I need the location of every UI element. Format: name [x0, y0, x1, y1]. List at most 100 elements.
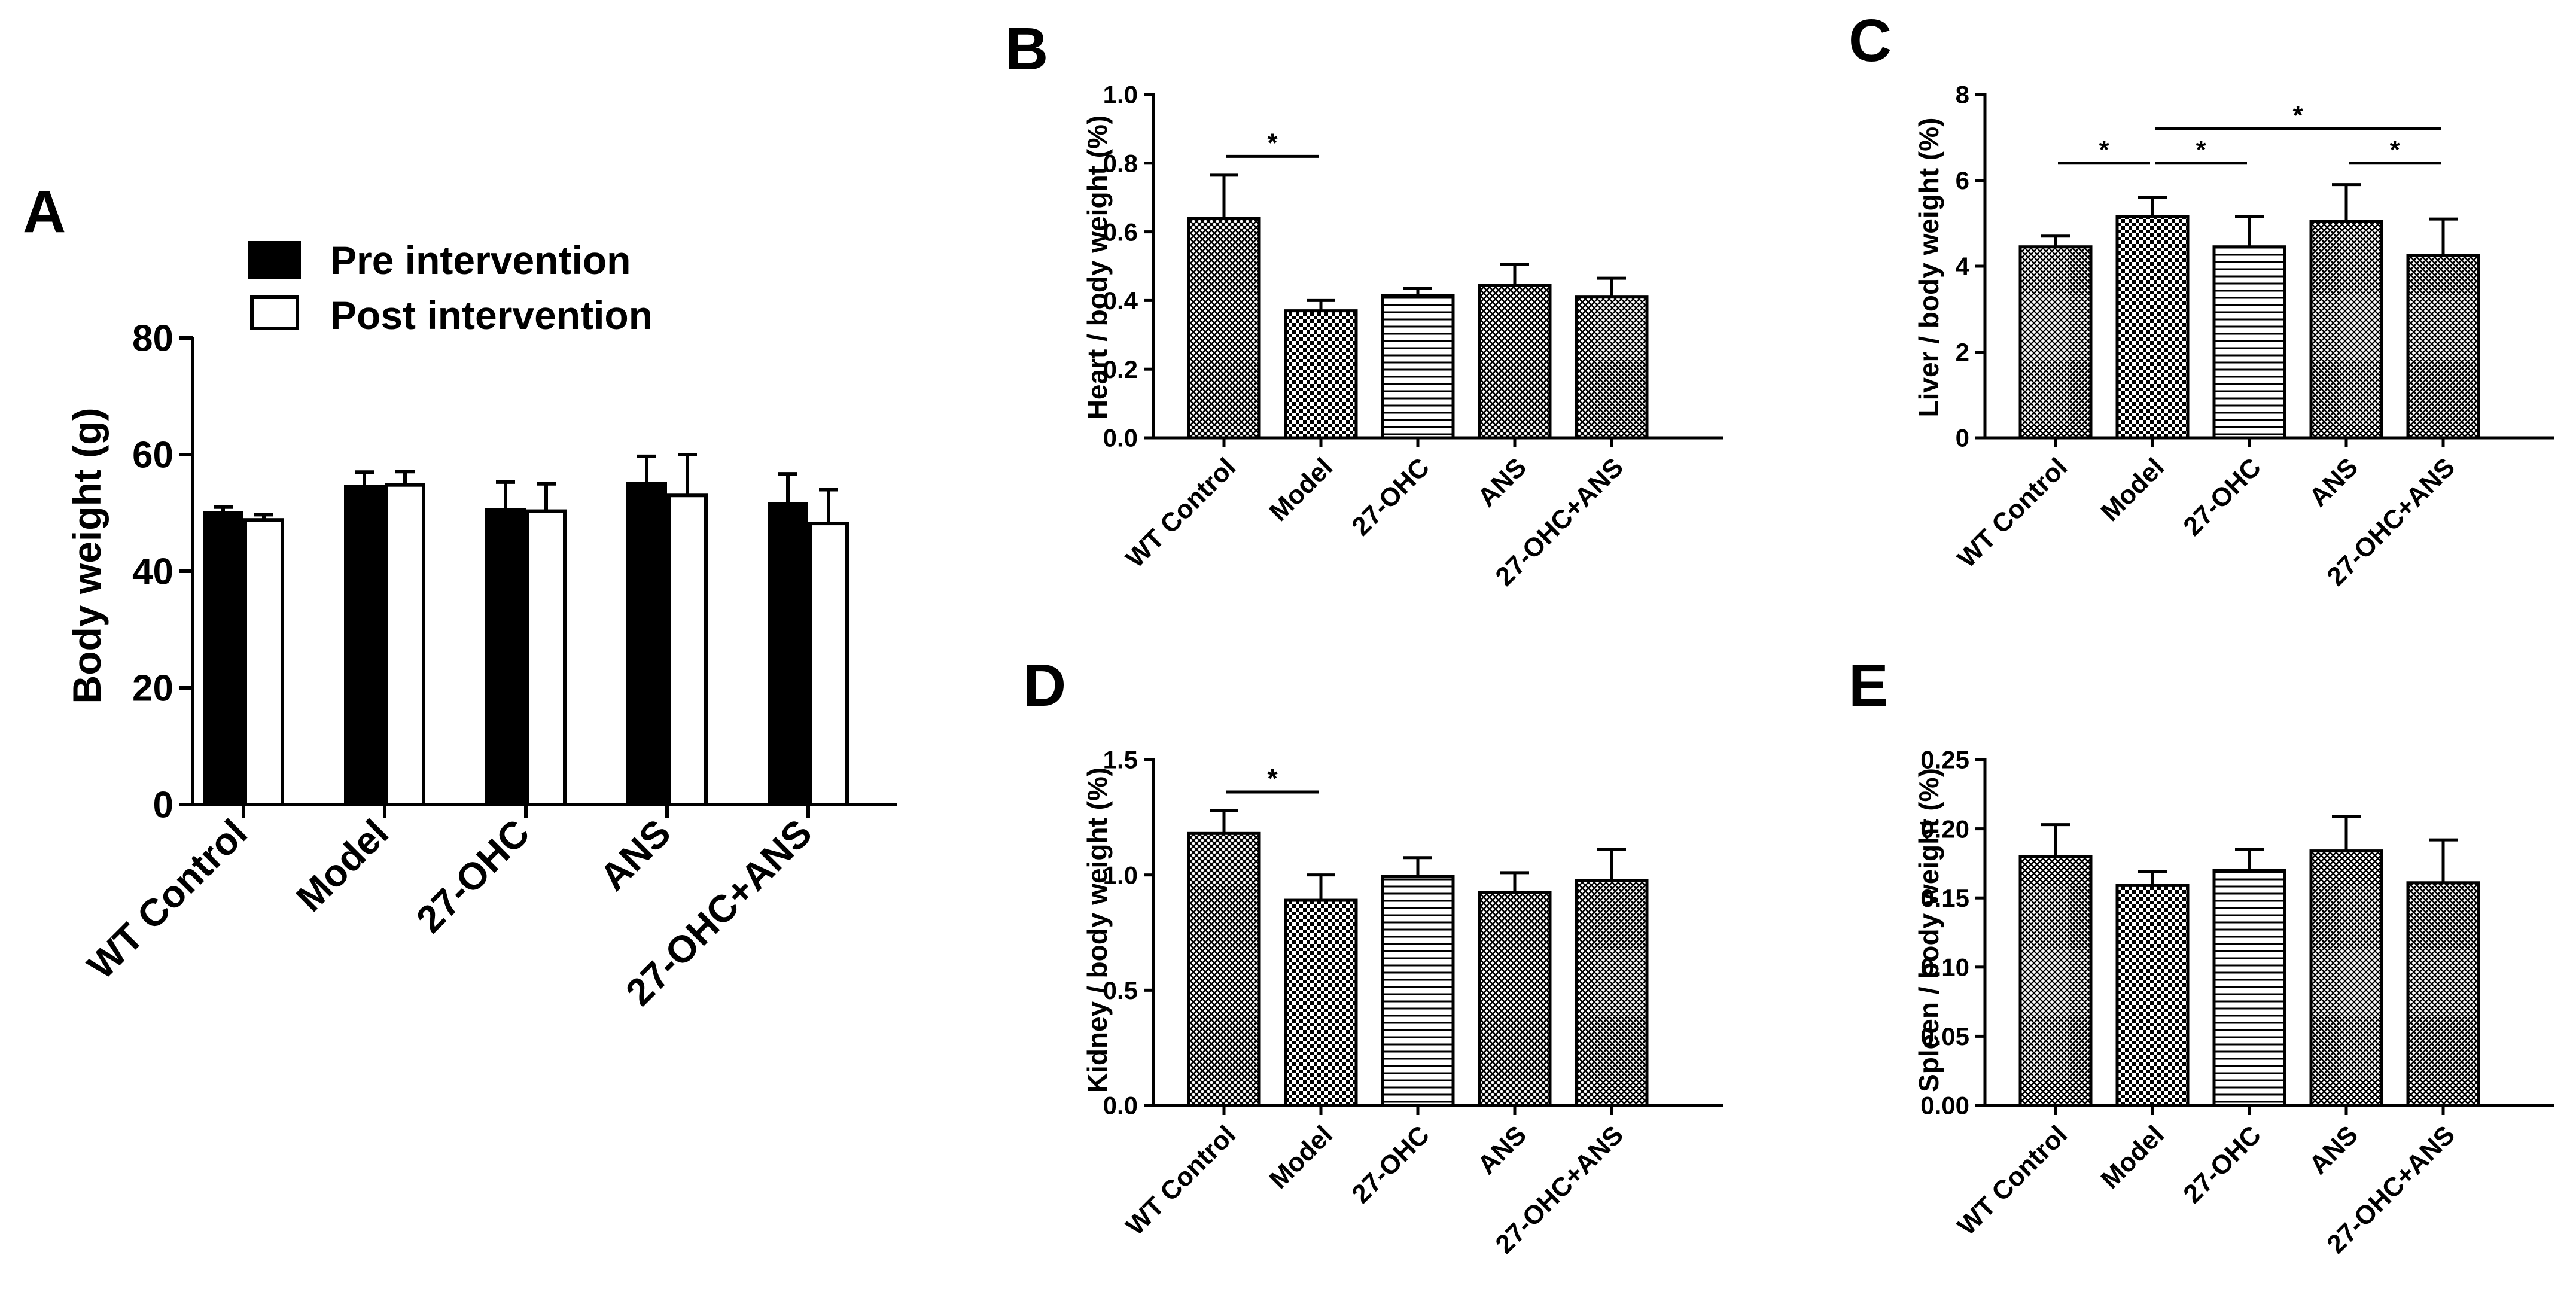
y-tick-label-e-4: 0.20 [1920, 815, 1969, 843]
y-tick-label-d-0: 0.0 [1103, 1092, 1138, 1120]
x-tick-label-d-1: Model [1264, 1120, 1339, 1195]
y-tick-label-d-3: 1.5 [1103, 746, 1138, 774]
panel-label-a: A [23, 178, 66, 245]
significance-star-c-1: * [2196, 135, 2206, 164]
bar-a-post-2 [526, 509, 567, 806]
bar-a-pre-2 [485, 508, 526, 806]
bar-c-2 [2212, 245, 2286, 440]
y-tick-label-c-1: 2 [1956, 338, 1969, 366]
y-tick-label-b-0: 0.0 [1103, 424, 1138, 452]
bar-b-2 [1381, 294, 1455, 440]
significance-star-d-0: * [1267, 764, 1278, 793]
y-tick-label-d-1: 0.5 [1103, 976, 1138, 1004]
plot-e: 0.00 0.05 0.10 0.15 0.20 0.25 WT Control Model 2… [1920, 746, 2554, 1259]
bar-a-post-1 [385, 483, 425, 806]
x-tick-label-e-0: WT Control [1952, 1120, 2073, 1241]
significance-star-c-2: * [2292, 100, 2303, 130]
bar-d-0 [1187, 831, 1261, 1107]
y-tick-label-e-2: 0.10 [1920, 953, 1969, 982]
x-tick-label-b-0: WT Control [1120, 452, 1241, 573]
legend-label-pre: Pre intervention [330, 238, 631, 282]
bar-a-pre-4 [768, 502, 808, 806]
y-tick-label-e-3: 0.15 [1920, 884, 1969, 912]
significance-star-b-0: * [1267, 128, 1278, 157]
y-tick-label-b-5: 1.0 [1103, 81, 1138, 109]
y-tick-label-b-3: 0.6 [1103, 218, 1138, 246]
y-axis-label-e: Spleen / body weight (%) [1913, 768, 1944, 1092]
bar-e-1 [2115, 884, 2190, 1107]
panel-label-e: E [1849, 652, 1889, 719]
bar-b-4 [1575, 295, 1649, 440]
x-tick-label-d-0: WT Control [1120, 1120, 1241, 1241]
significance-star-c-3: * [2389, 135, 2400, 164]
bar-d-4 [1575, 879, 1649, 1107]
y-tick-label-a-2: 40 [132, 552, 173, 593]
x-tick-label-b-3: ANS [1472, 452, 1532, 512]
bar-d-1 [1284, 898, 1358, 1107]
bar-b-0 [1187, 217, 1261, 440]
x-tick-label-a-2: 27-OHC [408, 811, 538, 941]
x-tick-label-c-3: ANS [2304, 452, 2364, 512]
y-tick-label-e-1: 0.05 [1920, 1022, 1969, 1050]
y-tick-label-c-3: 6 [1956, 166, 1969, 194]
panel-a: A Pre intervention Post intervention 0 20… [23, 178, 897, 1014]
bar-d-3 [1478, 891, 1552, 1107]
bar-e-3 [2309, 849, 2383, 1107]
bar-c-3 [2309, 220, 2383, 440]
y-tick-label-d-2: 1.0 [1103, 861, 1138, 889]
bar-e-0 [2018, 855, 2093, 1107]
x-tick-label-c-2: 27-OHC [2178, 452, 2267, 541]
x-tick-label-d-2: 27-OHC [1346, 1120, 1435, 1209]
x-tick-label-c-1: Model [2096, 452, 2170, 527]
y-tick-label-c-0: 0 [1956, 424, 1969, 452]
y-tick-label-a-0: 0 [153, 785, 173, 826]
x-tick-label-d-3: ANS [1472, 1120, 1532, 1180]
bar-e-4 [2406, 881, 2480, 1107]
x-tick-label-e-2: 27-OHC [2178, 1120, 2267, 1209]
y-tick-label-c-2: 4 [1956, 252, 1970, 281]
y-tick-label-a-1: 20 [132, 668, 173, 709]
panel-e: E 0.00 0.05 0.10 0.15 0.20 0.25 WT Control Mode… [1849, 652, 2554, 1259]
significance-star-c-0: * [2099, 135, 2109, 164]
x-tick-label-a-3: ANS [591, 811, 678, 898]
bar-e-2 [2212, 869, 2286, 1107]
legend-swatch-post [250, 295, 299, 330]
bar-d-2 [1381, 875, 1455, 1107]
legend-swatch-pre [248, 241, 301, 279]
x-tick-label-b-2: 27-OHC [1346, 452, 1435, 541]
y-axis-label-a: Body weight (g) [65, 408, 109, 704]
x-tick-label-a-0: WT Control [79, 811, 255, 988]
bar-b-1 [1284, 309, 1358, 440]
y-axis-label-d: Kidney / body weight (%) [1082, 767, 1113, 1093]
y-tick-label-e-0: 0.00 [1920, 1092, 1969, 1120]
y-tick-label-a-4: 80 [132, 318, 173, 360]
bar-a-post-4 [808, 522, 849, 806]
y-tick-label-e-5: 0.25 [1920, 746, 1969, 774]
bar-b-3 [1478, 284, 1552, 440]
legend-a: Pre intervention Post intervention [248, 238, 653, 337]
x-tick-label-b-1: Model [1264, 452, 1339, 527]
y-tick-label-b-4: 0.8 [1103, 150, 1138, 178]
bar-a-post-3 [667, 493, 708, 806]
y-tick-label-c-4: 8 [1956, 81, 1969, 109]
bar-a-pre-3 [626, 482, 667, 806]
panel-label-d: D [1023, 652, 1066, 719]
x-tick-label-e-3: ANS [2304, 1120, 2364, 1180]
bar-a-pre-1 [344, 485, 385, 806]
legend-label-post: Post intervention [330, 293, 653, 337]
y-axis-label-c: Liver / body weight (%) [1913, 118, 1944, 418]
bar-a-pre-0 [203, 511, 243, 806]
panel-b: B 0.0 0.2 0.4 0.6 0.8 1.0 WT Control Model 27-OH… [1005, 16, 1723, 592]
panel-label-b: B [1005, 16, 1048, 83]
x-tick-label-a-1: Model [288, 811, 397, 920]
plot-b: 0.0 0.2 0.4 0.6 0.8 1.0 WT Control Model 27-OHC A… [1103, 81, 1723, 592]
y-tick-label-b-2: 0.4 [1103, 287, 1138, 315]
panel-d: D 0.00.51.01.5WT Control Model 27-OHC ANS27… [1023, 652, 1723, 1259]
x-tick-label-e-1: Model [2096, 1120, 2170, 1195]
panel-label-c: C [1849, 7, 1892, 74]
bar-c-1 [2115, 215, 2190, 440]
